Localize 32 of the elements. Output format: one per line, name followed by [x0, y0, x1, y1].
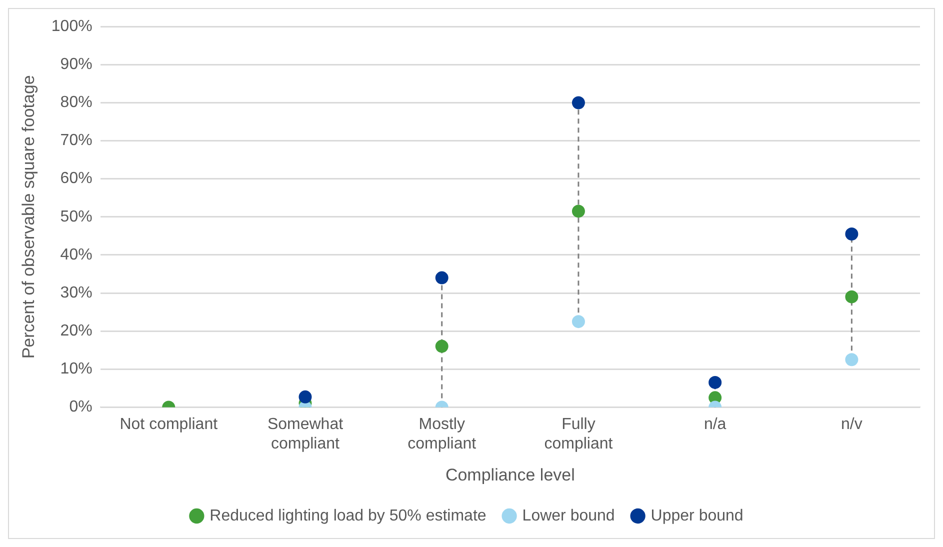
y-tick-label: 10% [60, 360, 92, 378]
x-tick-label: Somewhat compliant [267, 416, 344, 452]
point [845, 353, 858, 366]
x-axis-title: Compliance level [445, 465, 575, 484]
y-tick-label: 20% [60, 322, 92, 340]
y-tick-label: 100% [51, 18, 92, 36]
y-tick-label: 70% [60, 132, 92, 150]
legend-label: Lower bound [522, 507, 615, 524]
legend-label: Upper bound [650, 507, 744, 524]
point [298, 390, 312, 404]
x-tick-label: Mostly compliant [408, 416, 477, 452]
legend-label: Reduced lighting load by 50% estimate [210, 507, 486, 524]
point [708, 376, 722, 389]
point [845, 228, 858, 241]
point [435, 340, 448, 353]
y-tick-label: 60% [60, 170, 92, 188]
y-tick-label: 0% [69, 398, 92, 416]
point [572, 315, 585, 328]
x-tick-label: n/a [704, 416, 726, 434]
x-tick-label: Fully compliant [544, 416, 614, 452]
y-tick-label: 80% [60, 94, 92, 112]
y-tick-label: 40% [60, 246, 92, 264]
point [572, 204, 585, 218]
y-tick-label: 30% [60, 284, 92, 302]
point [845, 290, 858, 304]
y-axis-title: Percent of observable square footage [18, 75, 38, 359]
x-tick-label: Not compliant [120, 416, 218, 434]
point [572, 96, 585, 110]
x-tick-label: n/v [841, 416, 862, 434]
point [435, 271, 448, 284]
y-tick-label: 90% [60, 56, 92, 74]
y-tick-label: 50% [60, 208, 92, 226]
